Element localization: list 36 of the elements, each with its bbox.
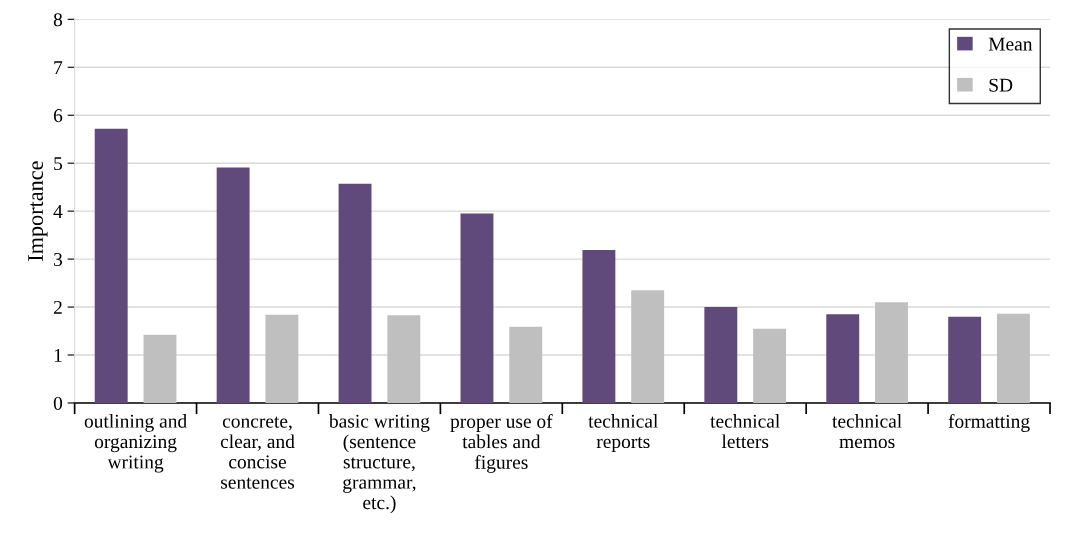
x-tick-label: technical reports xyxy=(588,414,658,453)
y-tick-label: 7 xyxy=(54,61,63,75)
bar xyxy=(143,334,177,403)
y-axis-title: Importance xyxy=(28,161,48,261)
y-tick-label: 8 xyxy=(53,13,63,27)
x-tick-label: concrete, clear, and concise sentences xyxy=(220,416,295,489)
x-tick-label: technical letters xyxy=(710,414,780,449)
legend-label: SD xyxy=(989,78,1013,92)
bar xyxy=(996,313,1030,403)
y-tick-label: 3 xyxy=(54,252,63,267)
bar xyxy=(216,167,250,403)
x-tick-label: proper use of tables and figures xyxy=(450,414,553,473)
x-tick-label: outlining and organizing writing xyxy=(84,414,187,473)
bar xyxy=(753,328,787,403)
legend-label: Mean xyxy=(988,37,1033,51)
x-tick-label: technical memos xyxy=(832,414,902,449)
bar xyxy=(704,307,738,403)
bar xyxy=(582,249,616,403)
bar xyxy=(948,316,982,403)
y-tick-label: 4 xyxy=(53,205,63,218)
y-tick-label: 2 xyxy=(53,300,62,314)
bar xyxy=(265,314,299,403)
bar xyxy=(826,314,860,403)
bar xyxy=(338,183,372,403)
bar xyxy=(460,213,494,403)
bar xyxy=(875,302,908,403)
bar xyxy=(387,315,421,403)
y-tick-label: 6 xyxy=(53,109,63,123)
y-tick-label: 5 xyxy=(54,157,63,171)
x-tick-label: formatting xyxy=(948,414,1030,432)
bar xyxy=(509,326,543,403)
bar xyxy=(94,128,128,403)
bar xyxy=(631,290,665,403)
y-tick-label: 0 xyxy=(53,396,63,410)
y-tick-label: 1 xyxy=(54,348,62,362)
x-tick-label: basic writing (sentence structure, grammar, etc.) xyxy=(328,414,430,514)
